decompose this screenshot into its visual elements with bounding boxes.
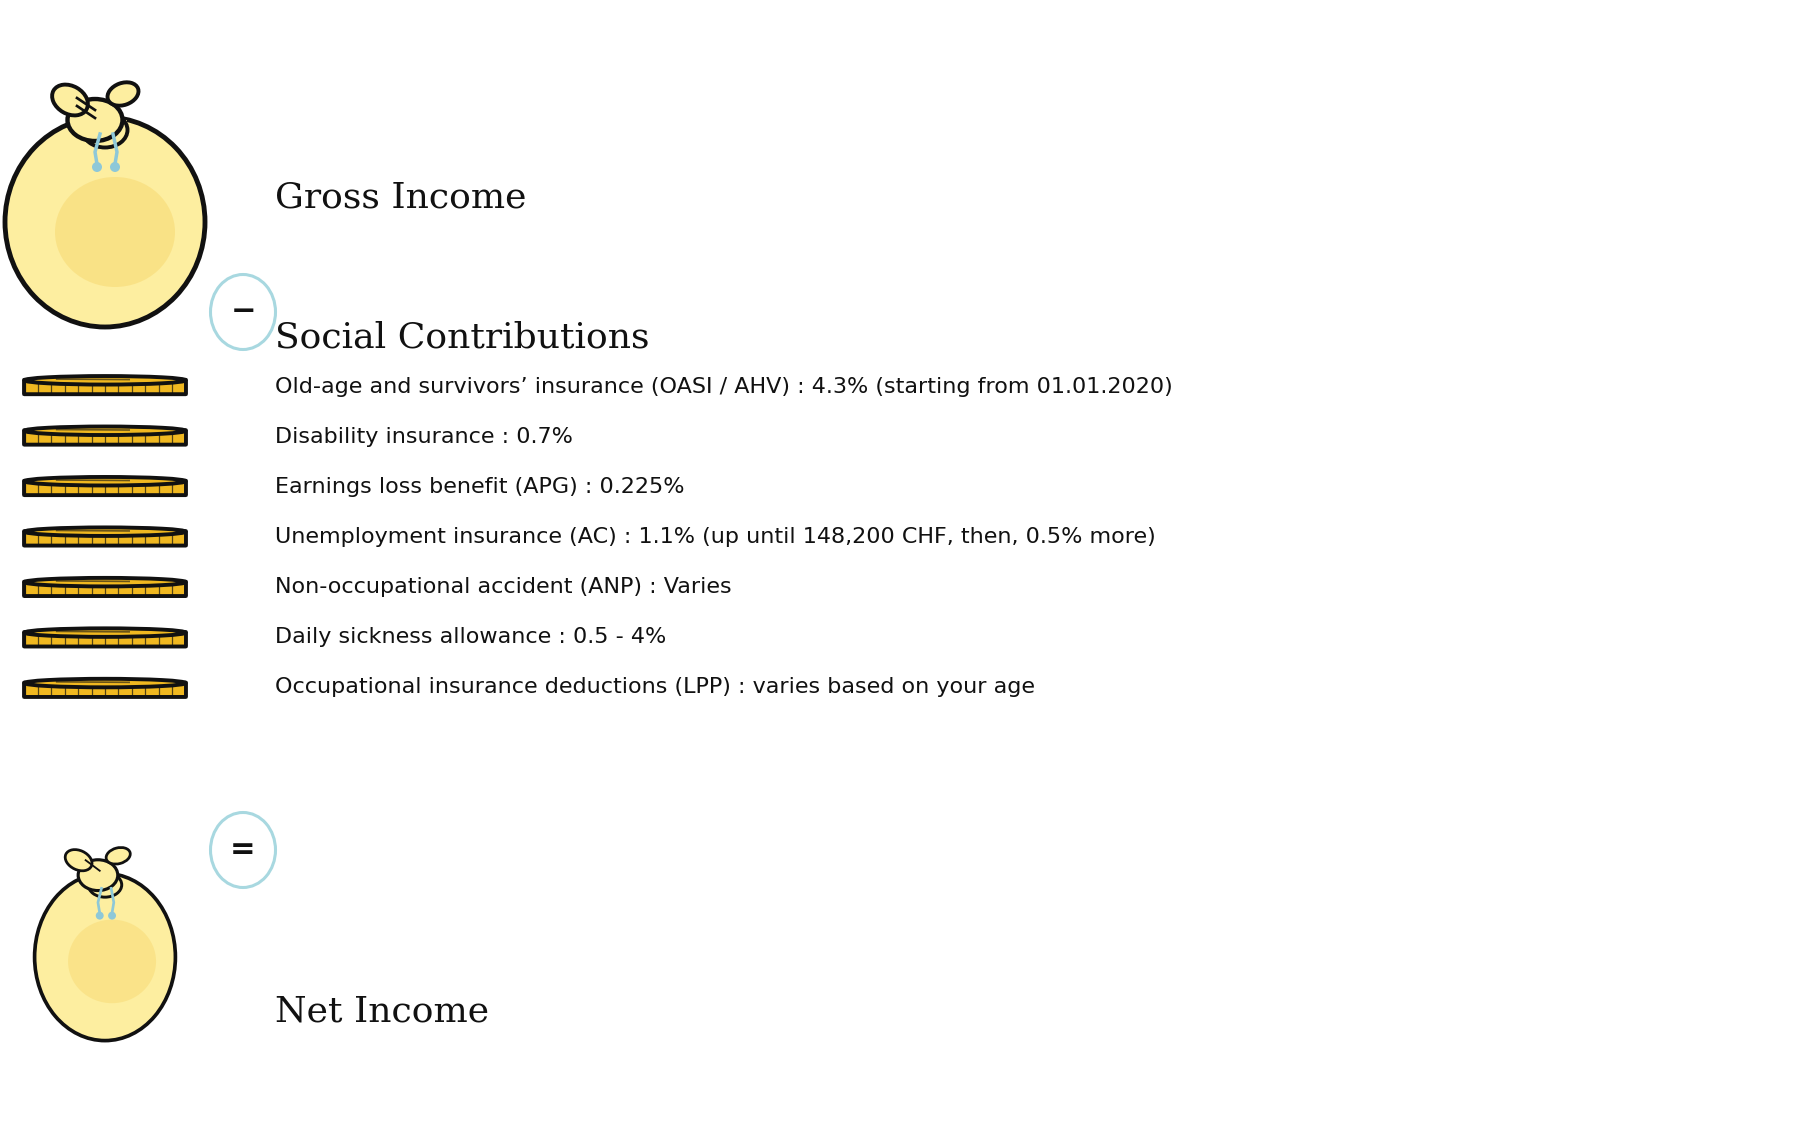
FancyBboxPatch shape xyxy=(24,430,186,444)
Ellipse shape xyxy=(24,376,186,385)
Circle shape xyxy=(107,912,116,920)
FancyBboxPatch shape xyxy=(24,531,186,545)
Ellipse shape xyxy=(24,426,186,435)
Text: Daily sickness allowance : 0.5 - 4%: Daily sickness allowance : 0.5 - 4% xyxy=(275,627,666,647)
Text: Net Income: Net Income xyxy=(275,995,489,1029)
Ellipse shape xyxy=(24,477,186,486)
Text: Old-age and survivors’ insurance (OASI / AHV) : 4.3% (starting from 01.01.2020): Old-age and survivors’ insurance (OASI /… xyxy=(275,377,1173,397)
Ellipse shape xyxy=(107,82,138,105)
Ellipse shape xyxy=(211,812,275,888)
Text: Social Contributions: Social Contributions xyxy=(275,320,649,355)
Ellipse shape xyxy=(78,859,118,891)
Text: −: − xyxy=(231,297,256,327)
Text: Gross Income: Gross Income xyxy=(275,180,526,214)
Text: Unemployment insurance (AC) : 1.1% (up until 148,200 CHF, then, 0.5% more): Unemployment insurance (AC) : 1.1% (up u… xyxy=(275,527,1155,548)
FancyBboxPatch shape xyxy=(84,120,127,150)
Ellipse shape xyxy=(24,679,186,688)
Text: Earnings loss benefit (APG) : 0.225%: Earnings loss benefit (APG) : 0.225% xyxy=(275,477,684,497)
Ellipse shape xyxy=(5,117,206,327)
FancyBboxPatch shape xyxy=(89,877,122,900)
Text: =: = xyxy=(231,836,256,864)
Ellipse shape xyxy=(211,275,275,349)
Ellipse shape xyxy=(24,527,186,536)
Text: Non-occupational accident (ANP) : Varies: Non-occupational accident (ANP) : Varies xyxy=(275,577,731,597)
Ellipse shape xyxy=(53,84,87,116)
Ellipse shape xyxy=(55,177,175,287)
Ellipse shape xyxy=(82,112,127,147)
Ellipse shape xyxy=(65,849,93,871)
Text: Disability insurance : 0.7%: Disability insurance : 0.7% xyxy=(275,427,573,447)
Ellipse shape xyxy=(106,847,131,864)
Circle shape xyxy=(93,162,102,172)
Ellipse shape xyxy=(67,99,122,141)
Ellipse shape xyxy=(24,578,186,587)
Ellipse shape xyxy=(67,920,156,1003)
Circle shape xyxy=(96,912,104,920)
Ellipse shape xyxy=(24,628,186,637)
FancyBboxPatch shape xyxy=(24,480,186,495)
Ellipse shape xyxy=(35,873,175,1040)
Text: Occupational insurance deductions (LPP) : varies based on your age: Occupational insurance deductions (LPP) … xyxy=(275,677,1035,697)
FancyBboxPatch shape xyxy=(24,380,186,394)
FancyBboxPatch shape xyxy=(24,581,186,596)
Ellipse shape xyxy=(89,873,122,898)
FancyBboxPatch shape xyxy=(24,682,186,697)
FancyBboxPatch shape xyxy=(24,632,186,646)
Circle shape xyxy=(109,162,120,172)
